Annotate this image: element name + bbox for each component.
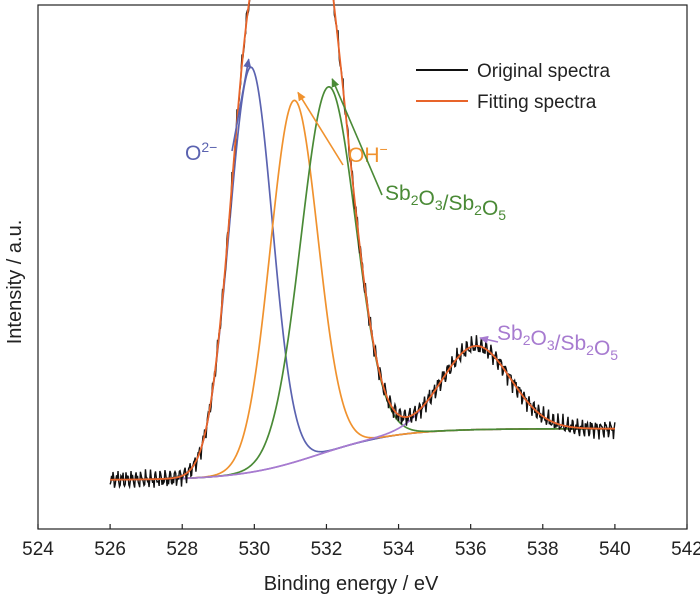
annotation-arrow: [331, 78, 383, 196]
annotation-label: Sb2O3/Sb2O5: [385, 182, 506, 223]
x-tick-label: 526: [94, 539, 126, 560]
fitting-spectrum: [110, 0, 615, 481]
x-tick-label: 528: [166, 539, 198, 560]
legend: Original spectra Fitting spectra: [416, 61, 610, 113]
annotation-label: Sb2O3/Sb2O5: [497, 322, 618, 363]
x-tick-label: 538: [527, 539, 559, 560]
annotation-label: O2−: [185, 139, 217, 165]
curves: [109, 0, 616, 490]
y-axis-title: Intensity / a.u.: [4, 220, 26, 345]
annotation-arrow: [479, 335, 499, 344]
peak-annotations: O2− OH− Sb2O3/Sb2O5 Sb2O3/Sb2O5: [185, 58, 618, 363]
annotation-arrow: [231, 58, 252, 152]
legend-label-fitting: Fitting spectra: [477, 92, 597, 113]
x-tick-label: 542: [671, 539, 700, 560]
x-tick-label: 534: [383, 539, 415, 560]
annotation-label: OH−: [348, 141, 388, 167]
x-tick-label: 530: [238, 539, 270, 560]
x-tick-label: 536: [455, 539, 487, 560]
x-tick-label: 540: [599, 539, 631, 560]
legend-label-original: Original spectra: [477, 61, 610, 82]
annotation-arrow: [297, 91, 344, 166]
x-tick-label: 524: [22, 539, 54, 560]
x-tick-label: 532: [311, 539, 343, 560]
x-axis-ticks: 524 526 528 530 532 534 536 538 540 542: [22, 524, 700, 560]
plot-frame: [37, 4, 688, 530]
x-axis-title: Binding energy / eV: [264, 573, 439, 595]
